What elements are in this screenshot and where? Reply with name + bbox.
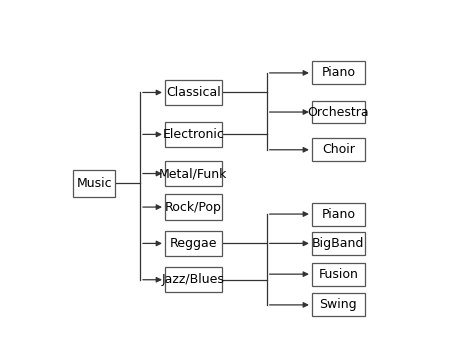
Text: Music: Music xyxy=(76,177,112,190)
FancyBboxPatch shape xyxy=(312,203,365,225)
Text: Jazz/Blues: Jazz/Blues xyxy=(162,273,225,286)
Text: Orchestra: Orchestra xyxy=(308,106,369,119)
Text: Electronic: Electronic xyxy=(163,128,224,141)
Text: Rock/Pop: Rock/Pop xyxy=(165,201,222,213)
FancyBboxPatch shape xyxy=(312,61,365,84)
Text: Classical: Classical xyxy=(166,86,221,99)
FancyBboxPatch shape xyxy=(312,232,365,255)
FancyBboxPatch shape xyxy=(73,170,115,197)
Text: Swing: Swing xyxy=(319,298,357,311)
Text: Choir: Choir xyxy=(322,143,355,156)
FancyBboxPatch shape xyxy=(312,263,365,286)
Text: Metal/Funk: Metal/Funk xyxy=(159,167,228,180)
Text: Reggae: Reggae xyxy=(170,237,217,250)
FancyBboxPatch shape xyxy=(165,80,222,105)
FancyBboxPatch shape xyxy=(165,231,222,256)
FancyBboxPatch shape xyxy=(312,101,365,123)
FancyBboxPatch shape xyxy=(312,293,365,317)
Text: BigBand: BigBand xyxy=(312,237,365,250)
FancyBboxPatch shape xyxy=(165,161,222,186)
Text: Piano: Piano xyxy=(321,66,356,79)
FancyBboxPatch shape xyxy=(312,138,365,161)
Text: Fusion: Fusion xyxy=(319,268,358,281)
Text: Piano: Piano xyxy=(321,208,356,221)
FancyBboxPatch shape xyxy=(165,122,222,147)
FancyBboxPatch shape xyxy=(165,267,222,292)
FancyBboxPatch shape xyxy=(165,195,222,220)
